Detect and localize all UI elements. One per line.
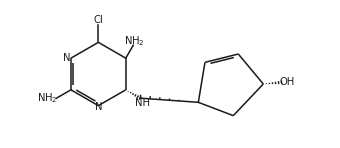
Text: Cl: Cl: [94, 15, 103, 25]
Text: NH: NH: [135, 98, 150, 108]
Text: OH: OH: [280, 77, 295, 87]
Text: N: N: [95, 102, 102, 112]
Text: NH$_2$: NH$_2$: [37, 91, 57, 105]
Text: NH$_2$: NH$_2$: [124, 34, 144, 48]
Text: N: N: [63, 53, 71, 63]
